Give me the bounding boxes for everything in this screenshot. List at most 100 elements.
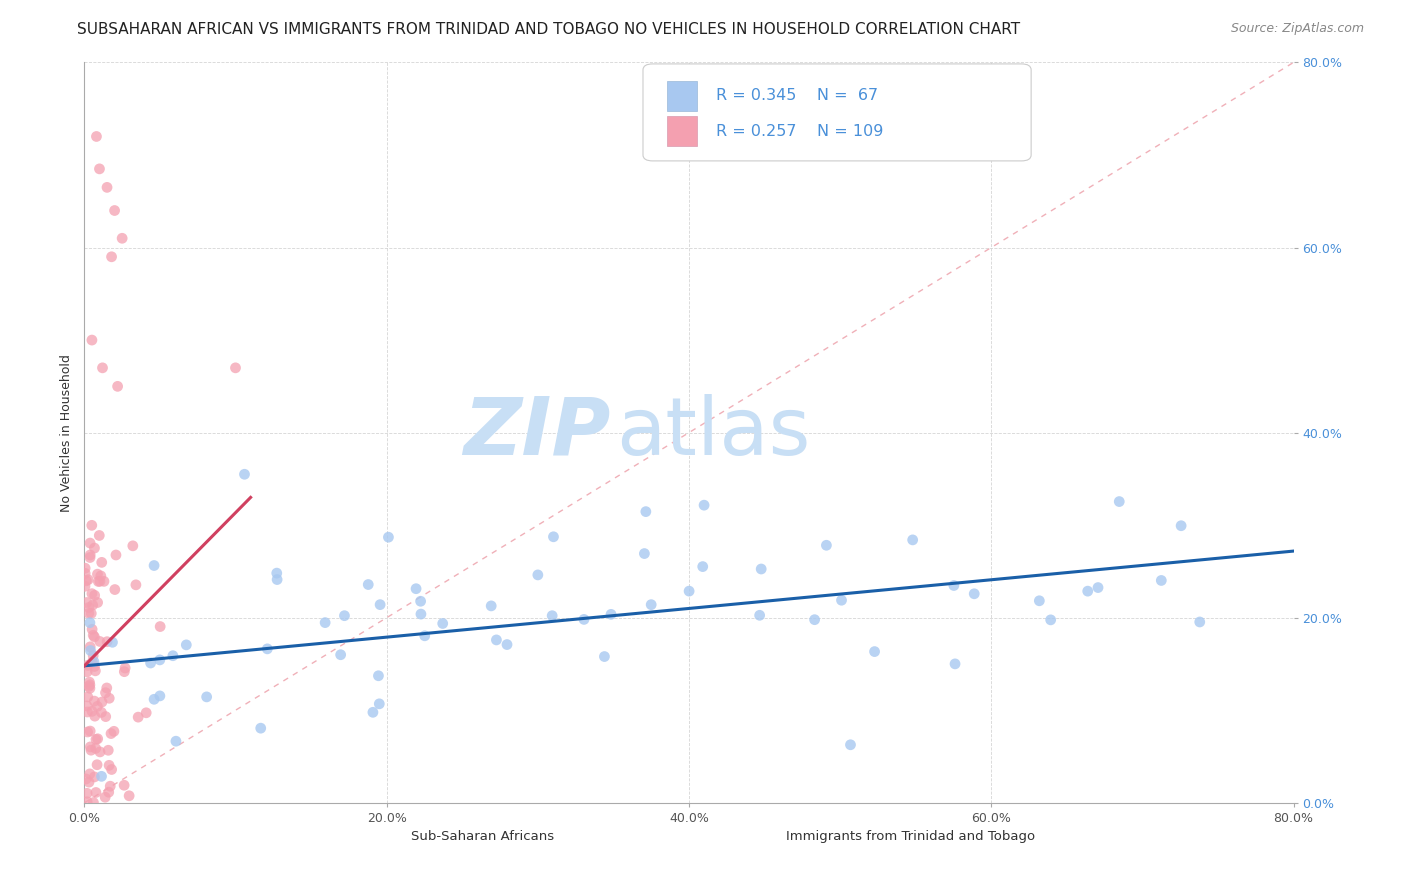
- Point: [233, 467, 256, 482]
- Point: [485, 632, 508, 647]
- Point: [98, 779, 121, 793]
- Text: Immigrants from Trinidad and Tobago: Immigrants from Trinidad and Tobago: [786, 830, 1035, 843]
- Point: [593, 649, 616, 664]
- Point: [80, 587, 103, 601]
- Point: [80, 743, 103, 757]
- Point: [77, 775, 100, 789]
- Point: [803, 613, 825, 627]
- Point: [1150, 574, 1173, 588]
- Text: R = 0.257    N = 109: R = 0.257 N = 109: [716, 124, 883, 139]
- Point: [73, 579, 96, 593]
- Point: [83, 709, 105, 723]
- Point: [79, 678, 101, 692]
- Point: [89, 161, 111, 176]
- Point: [94, 686, 117, 700]
- Point: [963, 587, 986, 601]
- Point: [75, 561, 97, 575]
- Point: [100, 726, 122, 740]
- Point: [75, 566, 97, 581]
- Point: [76, 595, 98, 609]
- FancyBboxPatch shape: [668, 81, 697, 111]
- Point: [97, 743, 120, 757]
- Point: [640, 598, 662, 612]
- Point: [90, 769, 112, 783]
- Point: [82, 648, 104, 663]
- Point: [149, 689, 172, 703]
- Point: [104, 582, 127, 597]
- Point: [329, 648, 352, 662]
- Point: [149, 653, 172, 667]
- Point: [125, 578, 148, 592]
- Point: [91, 695, 114, 709]
- Text: SUBSAHARAN AFRICAN VS IMMIGRANTS FROM TRINIDAD AND TOBAGO NO VEHICLES IN HOUSEHO: SUBSAHARAN AFRICAN VS IMMIGRANTS FROM TR…: [77, 22, 1021, 37]
- Point: [90, 706, 112, 720]
- Point: [111, 231, 134, 245]
- Point: [79, 643, 101, 657]
- Point: [266, 566, 288, 581]
- Point: [527, 568, 550, 582]
- Point: [368, 697, 391, 711]
- Point: [107, 379, 129, 393]
- Text: R = 0.345    N =  67: R = 0.345 N = 67: [716, 88, 877, 103]
- Point: [633, 547, 655, 561]
- Point: [541, 608, 564, 623]
- Point: [83, 770, 105, 784]
- Point: [543, 530, 565, 544]
- Point: [413, 629, 436, 643]
- Point: [749, 562, 772, 576]
- FancyBboxPatch shape: [643, 64, 1031, 161]
- Point: [83, 630, 105, 644]
- Point: [82, 628, 104, 642]
- Point: [89, 528, 111, 542]
- Point: [432, 616, 454, 631]
- Point: [89, 574, 111, 589]
- Point: [76, 690, 98, 704]
- Point: [84, 741, 107, 756]
- FancyBboxPatch shape: [668, 117, 697, 146]
- Point: [84, 785, 107, 799]
- Point: [195, 690, 218, 704]
- Point: [79, 767, 101, 781]
- Point: [86, 129, 108, 144]
- Point: [333, 608, 356, 623]
- Point: [863, 644, 886, 658]
- Point: [79, 550, 101, 565]
- Point: [86, 567, 108, 582]
- Point: [1039, 613, 1062, 627]
- Point: [89, 634, 111, 648]
- Point: [80, 333, 103, 347]
- Point: [77, 573, 100, 587]
- Point: [91, 360, 114, 375]
- Point: [1108, 494, 1130, 508]
- Point: [1028, 594, 1050, 608]
- Point: [1087, 581, 1109, 595]
- Point: [149, 619, 172, 633]
- Point: [96, 180, 118, 194]
- Point: [815, 538, 838, 552]
- Point: [839, 738, 862, 752]
- Point: [83, 659, 105, 673]
- Point: [84, 732, 107, 747]
- FancyBboxPatch shape: [374, 825, 399, 847]
- Point: [77, 679, 100, 693]
- Point: [135, 706, 157, 720]
- Y-axis label: No Vehicles in Household: No Vehicles in Household: [60, 354, 73, 511]
- Point: [831, 593, 853, 607]
- Point: [93, 574, 115, 589]
- Point: [361, 706, 384, 720]
- Point: [86, 757, 108, 772]
- Point: [162, 648, 184, 663]
- Point: [82, 796, 104, 810]
- Point: [101, 635, 124, 649]
- Point: [80, 607, 103, 621]
- Point: [79, 615, 101, 630]
- Point: [357, 577, 380, 591]
- Point: [266, 573, 288, 587]
- Point: [97, 785, 120, 799]
- Point: [76, 658, 98, 673]
- Point: [82, 655, 104, 669]
- Point: [377, 530, 399, 544]
- Point: [942, 578, 965, 592]
- Point: [83, 588, 105, 602]
- Point: [98, 691, 121, 706]
